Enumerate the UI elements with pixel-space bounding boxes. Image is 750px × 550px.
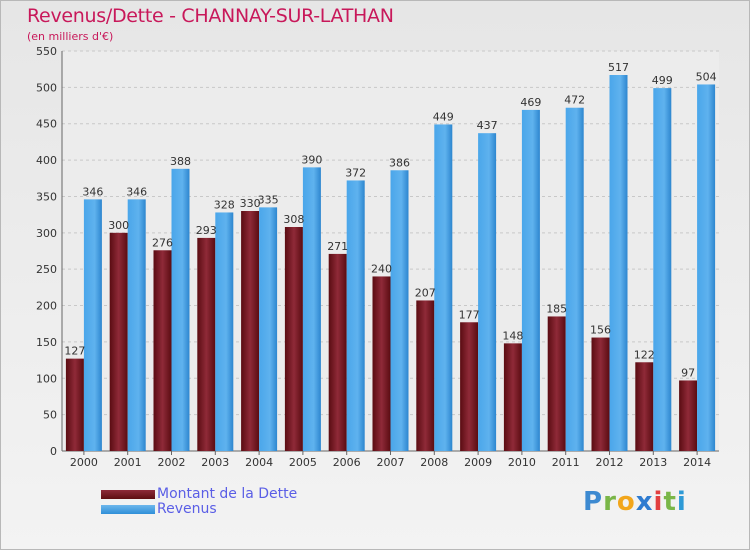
legend-swatch-debt [101,490,155,499]
y-tick-label: 250 [36,263,57,276]
data-label-debt: 271 [327,240,348,253]
legend-label-debt: Montant de la Dette [157,486,298,502]
x-tick-label: 2007 [377,456,405,469]
data-label-revenue: 472 [564,94,585,107]
bar-debt [635,362,654,451]
bar-debt [153,250,172,451]
x-tick-label: 2012 [596,456,624,469]
proxiti-logo: Proxiti [583,487,687,517]
bar-revenue [434,124,453,452]
data-label-debt: 240 [371,262,392,275]
data-label-debt: 185 [546,302,567,315]
data-label-revenue: 372 [345,166,366,179]
x-tick-label: 2000 [70,456,98,469]
y-tick-label: 500 [36,81,57,94]
bar-debt [197,237,216,451]
data-label-revenue: 469 [520,96,541,109]
bar-revenue [346,180,365,452]
data-label-revenue: 346 [126,185,147,198]
bar-debt [65,358,84,451]
legend-swatch-revenue [101,505,155,514]
data-label-debt: 276 [152,236,173,249]
data-label-revenue: 517 [608,61,629,74]
bar-debt [503,343,522,451]
x-tick-label: 2009 [464,456,492,469]
data-label-revenue: 386 [389,156,410,169]
data-label-revenue: 504 [696,70,717,83]
data-label-debt: 97 [681,366,695,379]
data-label-debt: 330 [240,197,261,210]
data-label-revenue: 437 [477,119,498,132]
bar-debt [328,253,347,451]
bar-debt [416,300,435,451]
data-label-debt: 207 [415,286,436,299]
y-tick-label: 100 [36,372,57,385]
bar-debt [372,276,391,451]
bar-revenue [127,199,146,451]
x-tick-label: 2001 [114,456,142,469]
y-tick-label: 550 [36,45,57,58]
bar-revenue [521,109,540,451]
x-tick-label: 2006 [333,456,361,469]
bar-debt [241,211,260,451]
bar-revenue [83,199,102,451]
data-label-debt: 156 [590,324,611,337]
data-label-revenue: 335 [258,193,279,206]
data-label-debt: 293 [196,224,217,237]
data-label-revenue: 346 [82,185,103,198]
data-label-revenue: 390 [301,153,322,166]
bar-revenue [653,88,672,451]
bar-revenue [302,167,321,451]
bar-debt [679,380,698,451]
x-tick-label: 2013 [639,456,667,469]
bar-debt [109,232,128,451]
bar-revenue [565,107,584,452]
bar-revenue [478,133,497,451]
x-tick-label: 2008 [420,456,448,469]
x-tick-label: 2005 [289,456,317,469]
x-tick-label: 2014 [683,456,711,469]
data-label-debt: 122 [634,348,655,361]
data-label-revenue: 328 [214,198,235,211]
chart-title: Revenus/Dette - CHANNAY-SUR-LATHAN [27,5,394,27]
data-label-debt: 127 [64,345,85,358]
y-tick-label: 150 [36,336,57,349]
bar-revenue [215,212,234,451]
x-tick-label: 2010 [508,456,536,469]
y-tick-label: 450 [36,118,57,131]
y-tick-label: 50 [43,409,57,422]
y-tick-label: 400 [36,154,57,167]
data-label-debt: 148 [502,329,523,342]
y-tick-label: 0 [50,445,57,458]
data-label-revenue: 449 [433,110,454,123]
y-tick-label: 350 [36,190,57,203]
data-label-debt: 300 [108,219,129,232]
y-tick-label: 200 [36,300,57,313]
x-tick-label: 2003 [201,456,229,469]
data-label-debt: 177 [459,308,480,321]
bar-revenue [697,84,716,452]
x-tick-label: 2011 [552,456,580,469]
data-label-revenue: 388 [170,155,191,168]
y-tick-label: 300 [36,227,57,240]
bar-debt [284,227,303,451]
bar-revenue [171,168,190,451]
bar-revenue [609,75,628,451]
bar-debt [591,337,610,451]
bar-revenue [259,207,278,451]
chart-subtitle: (en milliers d'€) [27,30,114,43]
data-label-revenue: 499 [652,74,673,87]
bar-revenue [390,170,409,452]
bar-debt [547,316,566,451]
data-label-debt: 308 [283,213,304,226]
x-tick-label: 2004 [245,456,273,469]
x-tick-label: 2002 [158,456,186,469]
legend-label-revenue: Revenus [157,501,217,517]
bar-debt [460,322,479,451]
